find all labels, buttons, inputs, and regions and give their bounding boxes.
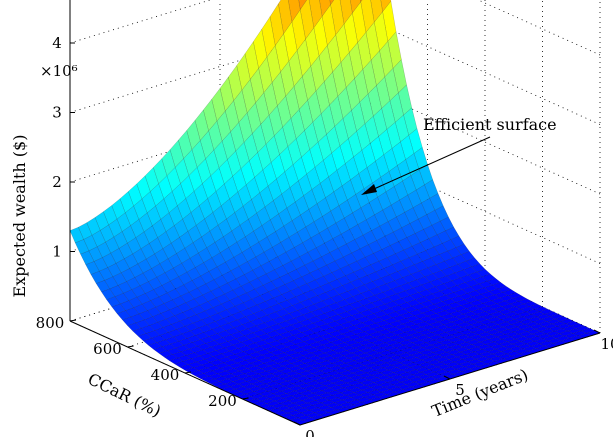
x-tick-mark (293, 421, 301, 426)
surface-cell (350, 0, 361, 14)
y-tick-label: 600 (93, 340, 122, 358)
surface-cell (308, 0, 323, 29)
z-tick-label: 4 (52, 34, 62, 52)
surface-cell (288, 0, 301, 23)
surface-cell (261, 16, 276, 58)
tick-labels: 123452004006008000510 (36, 34, 613, 437)
surface-cell (211, 87, 226, 122)
surface-cell (236, 53, 251, 91)
surface-cell (319, 0, 331, 17)
surface-cell (161, 149, 176, 177)
annotation-arrow (364, 136, 491, 194)
surface-cell (244, 41, 259, 80)
surface-cell (194, 109, 209, 141)
annotation-arrowhead (361, 184, 377, 195)
x-tick-label: 10 (600, 335, 613, 353)
z-axis-multiplier: ×10⁶ (40, 62, 78, 80)
surface-cell (186, 120, 201, 150)
y-tick-mark (69, 319, 77, 322)
grid-line-side-z (477, 0, 601, 56)
surface-cell (136, 175, 151, 200)
z-tick-label: 3 (52, 104, 62, 122)
surface-cell (86, 217, 101, 236)
x-tick-mark (593, 329, 601, 334)
x-tick-label: 0 (305, 427, 315, 437)
x-tick-label: 5 (455, 381, 465, 399)
surface-cell (360, 0, 375, 33)
surface-cell (360, 0, 363, 3)
y-tick-label: 800 (36, 314, 65, 332)
efficient-surface (69, 0, 601, 426)
y-tick-mark (184, 371, 192, 374)
z-axis-label: Expected wealth ($) (10, 135, 29, 298)
y-tick-mark (242, 397, 249, 400)
grid-line-side-z (369, 20, 601, 125)
surface-cell (298, 0, 307, 11)
surface-cell (111, 198, 126, 220)
surface-cell (300, 0, 314, 40)
z-tick-label: 1 (52, 243, 62, 261)
y-tick-label: 200 (208, 392, 237, 410)
y-tick-label: 400 (151, 366, 180, 384)
surface-cell (144, 167, 159, 192)
surface-cell (329, 0, 334, 6)
y-tick-mark (127, 345, 134, 348)
surface-cell (69, 226, 84, 244)
surface-cell (380, 0, 392, 13)
surface-cell (219, 76, 234, 112)
z-tick-label: 2 (52, 173, 62, 191)
surface-cell (169, 139, 184, 168)
annotation-label: Efficient surface (423, 115, 557, 134)
x-tick-mark (443, 375, 451, 380)
